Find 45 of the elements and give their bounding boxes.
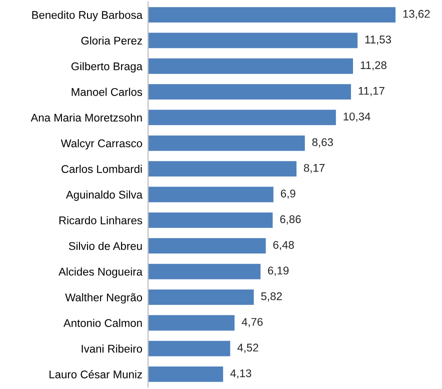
data-label: 13,62 xyxy=(403,10,430,20)
bar xyxy=(148,366,224,382)
data-label: 8,63 xyxy=(312,138,333,148)
bar xyxy=(148,84,352,100)
bar xyxy=(148,238,266,254)
y-tick-label: Benedito Ruy Barbosa xyxy=(32,10,143,22)
y-tick-label: Ricardo Linhares xyxy=(59,216,142,224)
data-label: 6,48 xyxy=(273,240,294,250)
data-label: 4,13 xyxy=(230,369,252,379)
y-tick-label: Carlos Lombardi xyxy=(62,164,142,173)
bar xyxy=(148,289,254,305)
data-label: 11,53 xyxy=(365,36,391,45)
data-label: 10,34 xyxy=(344,112,370,122)
bar xyxy=(148,340,230,356)
bar xyxy=(148,7,396,22)
bar xyxy=(148,110,336,126)
y-tick-label: Ivani Ribeiro xyxy=(82,344,142,353)
data-label: 6,19 xyxy=(268,266,289,276)
data-label: 11,28 xyxy=(360,61,386,70)
data-label: 6,9 xyxy=(280,190,296,199)
y-tick-label: Lauro César Muniz xyxy=(50,370,142,378)
data-label: 4,52 xyxy=(237,344,258,353)
data-label: 4,76 xyxy=(242,318,263,328)
y-tick-label: Walcyr Carrasco xyxy=(60,139,142,150)
y-tick-label: Walther Negrão xyxy=(65,293,142,304)
y-tick-label: Aguinaldo Silva xyxy=(66,190,143,201)
bar xyxy=(148,212,273,228)
data-label: 6,86 xyxy=(280,215,301,224)
bar xyxy=(148,186,274,202)
data-label: 8,17 xyxy=(304,164,325,174)
bar xyxy=(148,264,261,280)
data-label: 5,82 xyxy=(261,292,282,302)
bar xyxy=(148,315,235,331)
data-label: 11,17 xyxy=(358,87,384,96)
bar xyxy=(148,135,305,151)
y-tick-label: Manoel Carlos xyxy=(72,88,142,96)
y-tick-label: Gilberto Braga xyxy=(71,62,143,72)
bar xyxy=(148,32,358,48)
y-tick-label: Ana Maria Moretzsohn xyxy=(30,113,142,122)
y-tick-label: Silvio de Abreu xyxy=(68,242,142,250)
bar xyxy=(148,58,353,74)
y-tick-label: Antonio Calmon xyxy=(63,318,142,328)
y-tick-label: Alcides Nogueira xyxy=(58,267,143,278)
y-tick-label: Gloria Perez xyxy=(81,36,142,45)
bar xyxy=(148,161,296,177)
